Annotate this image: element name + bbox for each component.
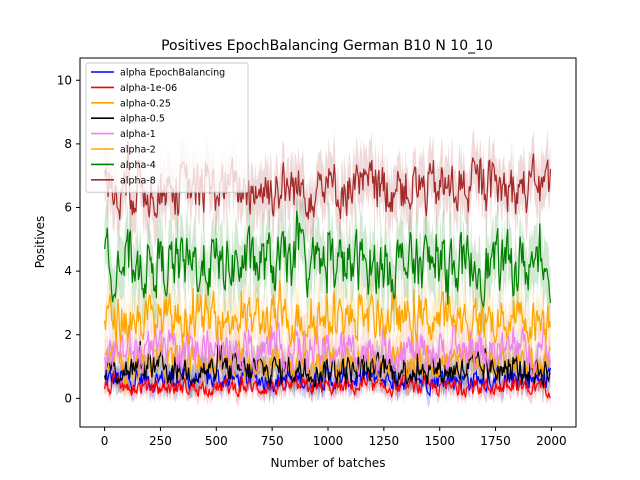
series-line-alpha-8 xyxy=(104,141,552,221)
legend-entry: alpha-4 xyxy=(120,160,156,171)
y-tick-label: 2 xyxy=(64,328,72,342)
y-tick-label: 6 xyxy=(64,201,72,215)
series-line-alpha-2 xyxy=(104,279,552,347)
x-axis: 0 250 500 750 1000 1250 1500 1750 2000 xyxy=(101,427,567,448)
y-tick-label: 0 xyxy=(64,391,72,405)
x-axis-label: Number of batches xyxy=(271,456,386,470)
legend: alpha EpochBalancing alpha-1e-06 alpha-0.2… xyxy=(85,62,249,193)
x-tick-label: 1250 xyxy=(369,434,400,448)
legend-entry: alpha-2 xyxy=(120,145,156,156)
x-tick-label: 500 xyxy=(205,434,228,448)
legend-entry: alpha-0.5 xyxy=(120,114,165,125)
legend-entry: alpha EpochBalancing xyxy=(120,68,225,79)
y-tick-label: 8 xyxy=(64,137,72,151)
x-tick-label: 0 xyxy=(101,434,109,448)
series-lines xyxy=(104,141,552,400)
y-tick-label: 4 xyxy=(64,264,72,278)
x-tick-label: 1500 xyxy=(424,434,455,448)
band-alpha-epochbalancing xyxy=(104,346,551,408)
legend-entry: alpha-8 xyxy=(120,175,156,186)
legend-entry: alpha-1e-06 xyxy=(120,83,177,94)
series-line-alpha-0.5 xyxy=(104,340,551,388)
legend-entry: alpha-0.25 xyxy=(120,98,171,109)
x-tick-label: 2000 xyxy=(536,434,567,448)
x-tick-label: 1750 xyxy=(480,434,511,448)
series-line-alpha-4 xyxy=(104,210,552,309)
legend-box xyxy=(85,62,249,193)
x-tick-label: 750 xyxy=(261,434,284,448)
series-line-alpha-1e-06 xyxy=(104,370,552,400)
x-tick-label: 1000 xyxy=(313,434,344,448)
x-tick-label: 250 xyxy=(149,434,172,448)
legend-entry: alpha-1 xyxy=(120,129,156,140)
chart-title: Positives EpochBalancing German B10 N 10… xyxy=(161,38,493,54)
y-tick-label: 10 xyxy=(57,73,72,87)
y-axis-label: Positives xyxy=(33,216,47,269)
series-line-alpha-1 xyxy=(104,319,552,378)
y-axis: 0 2 4 6 8 10 xyxy=(57,73,80,405)
